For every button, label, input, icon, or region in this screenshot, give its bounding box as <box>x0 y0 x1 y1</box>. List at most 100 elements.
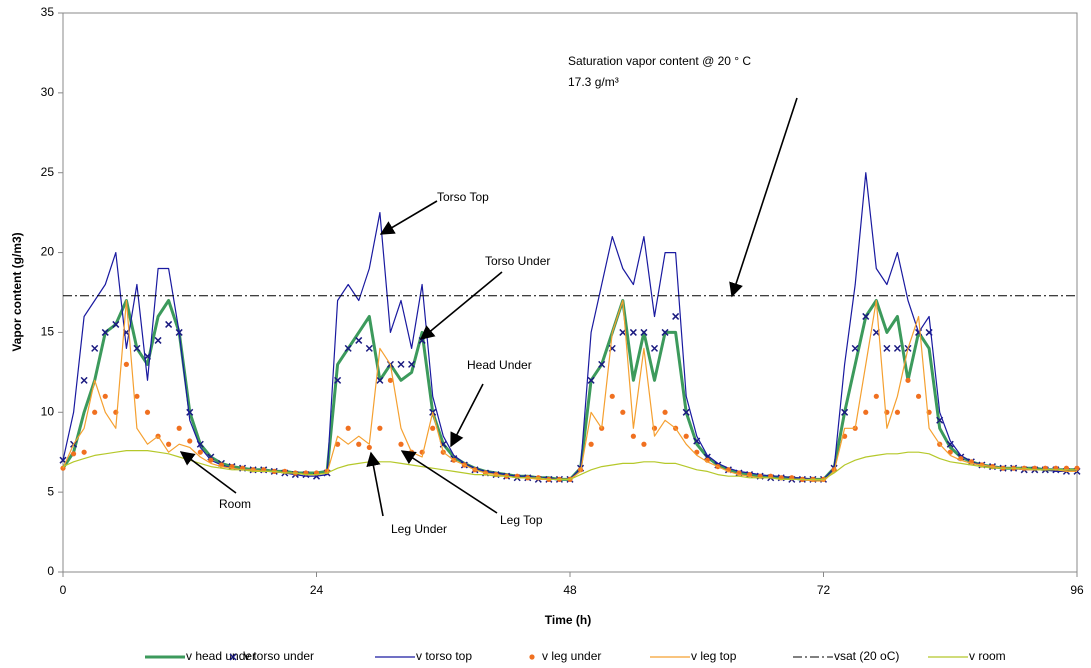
point <box>873 393 879 399</box>
y-tick-label: 35 <box>41 5 55 19</box>
point <box>672 312 680 320</box>
point <box>430 425 436 431</box>
legend-label: v leg under <box>542 649 601 663</box>
y-tick-label: 25 <box>41 165 55 179</box>
point <box>345 425 351 431</box>
point <box>91 344 99 352</box>
point <box>408 360 416 368</box>
point <box>946 440 954 448</box>
x-tick-label: 0 <box>60 583 67 597</box>
point <box>334 376 342 384</box>
line <box>62 299 1077 482</box>
y-tick-label: 10 <box>41 404 55 418</box>
point <box>651 425 658 431</box>
annotation: Leg Under <box>391 522 447 536</box>
legend-symbol <box>529 654 535 660</box>
x-axis-label: Time (h) <box>545 613 591 627</box>
point <box>620 409 626 415</box>
point <box>344 344 352 352</box>
legend-item: v torso top <box>375 649 472 663</box>
point <box>893 344 901 352</box>
annotation-arrow <box>179 451 237 494</box>
point <box>682 408 690 416</box>
point <box>356 441 362 447</box>
point <box>376 376 384 384</box>
y-tick-label: 20 <box>41 245 55 259</box>
point <box>598 360 606 368</box>
point <box>587 376 595 384</box>
annotation-arrow <box>400 450 498 514</box>
point <box>81 449 87 455</box>
point <box>80 376 88 384</box>
point <box>397 360 405 368</box>
series <box>62 299 1077 482</box>
series <box>62 172 1077 480</box>
point <box>883 344 891 352</box>
x-tick-label: 72 <box>817 583 831 597</box>
point <box>165 320 173 328</box>
point <box>186 408 194 416</box>
annotation: 17.3 g/m³ <box>568 75 619 89</box>
point <box>851 344 859 352</box>
legend-label: v head under <box>186 649 256 663</box>
point <box>894 409 901 415</box>
point <box>629 328 637 336</box>
legend-symbol <box>229 653 237 661</box>
point <box>208 457 214 463</box>
point <box>166 441 172 447</box>
legend-label: v room <box>969 649 1006 663</box>
point <box>588 441 594 447</box>
point <box>387 377 394 383</box>
legend-item: v leg under <box>529 649 601 663</box>
point <box>609 393 615 399</box>
point <box>144 409 151 415</box>
point <box>905 377 911 383</box>
point <box>112 320 120 328</box>
annotation-arrow <box>366 451 384 517</box>
annotation: Room <box>219 497 251 511</box>
point <box>650 344 659 352</box>
legend-item: v head under <box>145 649 256 663</box>
legend-item: v room <box>928 649 1006 663</box>
point <box>630 433 636 439</box>
point <box>641 441 647 447</box>
point <box>640 328 648 336</box>
plot-frame <box>62 12 1078 573</box>
point <box>366 444 372 451</box>
x-tick-label: 96 <box>1070 583 1084 597</box>
point <box>863 409 869 415</box>
point <box>154 336 162 344</box>
point <box>102 393 108 399</box>
point <box>92 409 98 415</box>
y-axis-label: Vapor content (g/m3) <box>10 232 24 351</box>
annotation-arrow <box>729 97 798 298</box>
point <box>841 408 849 416</box>
point <box>377 425 383 431</box>
legend-item: v leg top <box>650 649 737 663</box>
point <box>197 449 203 455</box>
x-tick-label: 48 <box>563 583 577 597</box>
point <box>661 328 669 336</box>
line <box>62 172 1077 480</box>
annotation: Head Under <box>467 358 532 372</box>
point <box>398 441 404 447</box>
legend-item: v torso under <box>229 649 314 663</box>
legend-label: v leg top <box>691 649 737 663</box>
point <box>176 425 182 431</box>
annotation: Torso Under <box>485 254 550 268</box>
point <box>133 344 141 352</box>
y-tick-label: 30 <box>41 85 55 99</box>
point <box>335 441 341 447</box>
annotation-arrow <box>379 200 438 235</box>
point <box>662 409 668 415</box>
point <box>134 393 140 399</box>
point <box>683 433 689 439</box>
legend-label: vsat (20 oC) <box>834 649 899 663</box>
line <box>62 450 1077 480</box>
x-tick-label: 24 <box>310 583 324 597</box>
annotation: Leg Top <box>500 513 543 527</box>
point <box>862 312 870 320</box>
point <box>365 344 373 352</box>
annotation: Torso Top <box>437 190 489 204</box>
